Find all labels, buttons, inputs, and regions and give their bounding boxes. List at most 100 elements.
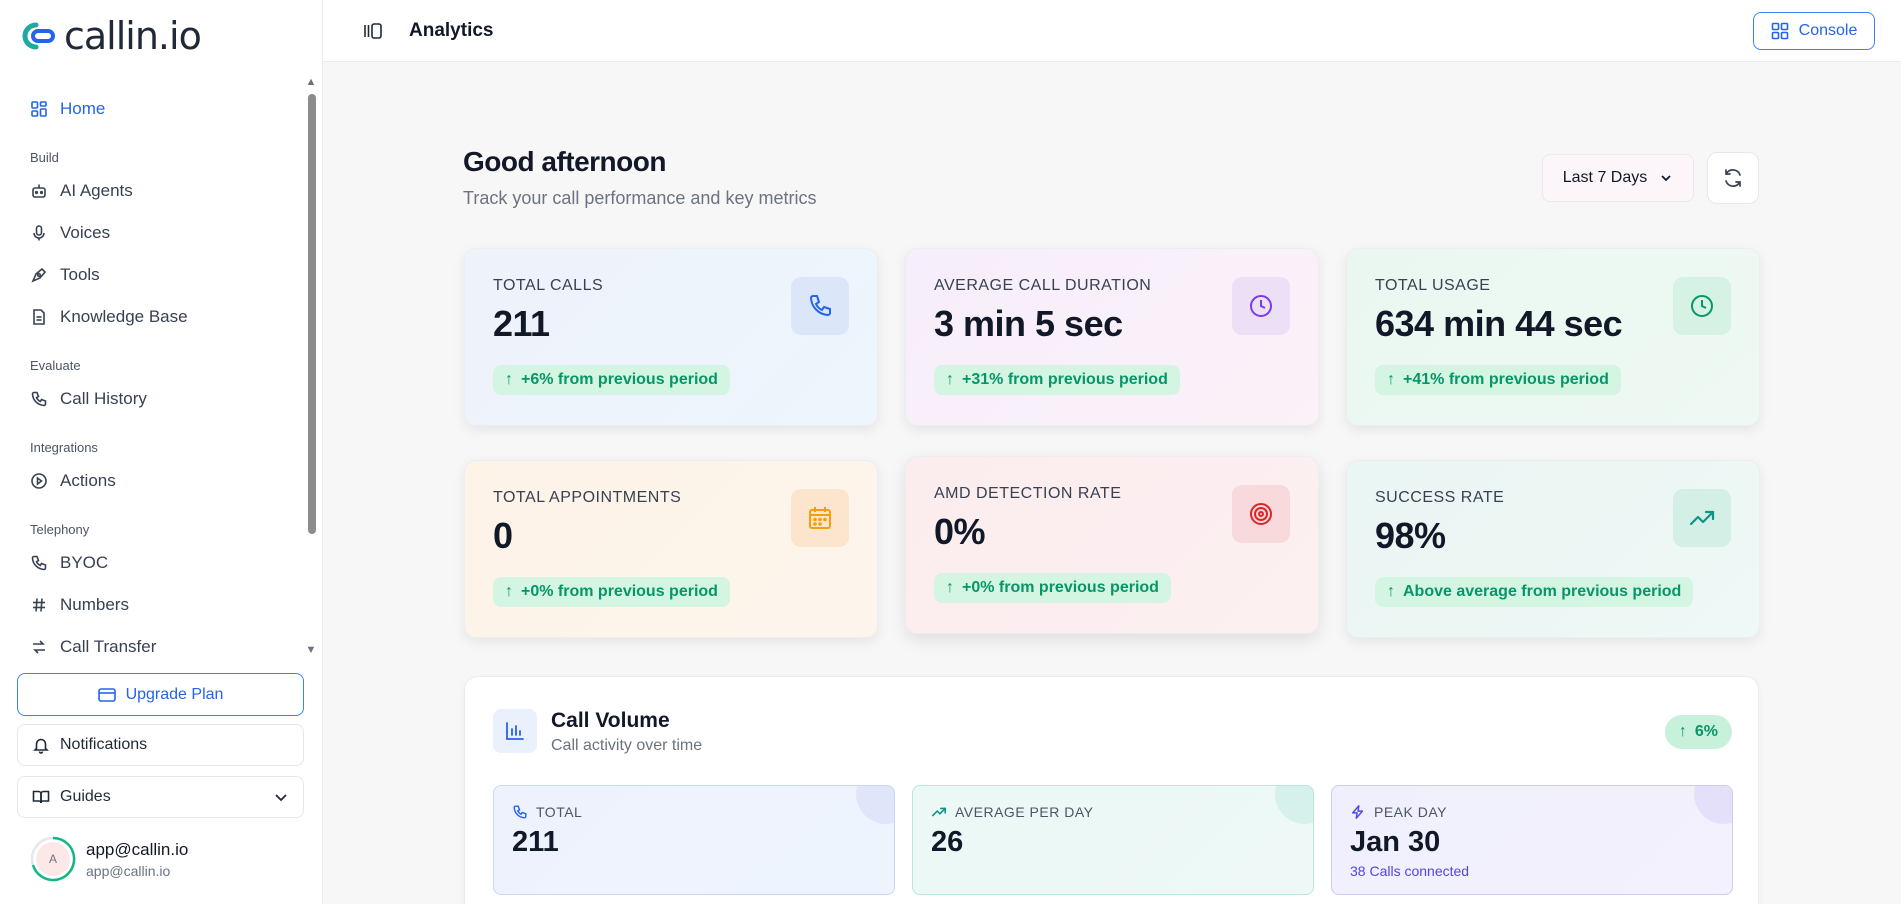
book-open-icon <box>32 790 50 804</box>
phone-icon <box>31 555 47 571</box>
sidebar-item-byoc[interactable]: BYOC <box>30 542 293 584</box>
scroll-thumb[interactable] <box>308 94 316 534</box>
sidebar-item-label: Voices <box>60 223 111 242</box>
sidebar-item-label: Call History <box>60 389 147 408</box>
document-icon <box>33 309 45 325</box>
section-build: Build <box>30 150 59 165</box>
sidebar-item-ai-agents[interactable]: AI Agents <box>30 170 293 212</box>
user-profile[interactable]: A app@callin.io app@callin.io <box>30 836 188 882</box>
chevron-down-icon <box>275 794 287 802</box>
trend-text: Above average from previous period <box>1403 583 1682 600</box>
card-value: 3 min 5 sec <box>934 303 1123 344</box>
bar-chart-icon <box>493 709 537 753</box>
arrow-up-icon: ↑ <box>1387 583 1395 600</box>
card-value: 98% <box>1375 515 1446 556</box>
stat-card-amd-detection: AMD DETECTION RATE 0% ↑ +0% from previou… <box>905 456 1319 634</box>
volume-stat-peak-day: PEAK DAY Jan 30 38 Calls connected <box>1331 785 1733 895</box>
avatar-initial: A <box>36 842 70 876</box>
sidebar-item-label: Call Transfer <box>60 637 157 656</box>
volume-stat-average: AVERAGE PER DAY 26 <box>912 785 1314 895</box>
trend-text: +41% from previous period <box>1403 371 1609 388</box>
bot-icon <box>32 184 46 198</box>
sidebar-item-voices[interactable]: Voices <box>30 212 293 254</box>
sidebar-item-numbers[interactable]: Numbers <box>30 584 293 626</box>
sidebar-item-tools[interactable]: Tools <box>30 254 293 296</box>
section-integrations: Integrations <box>30 440 98 455</box>
call-volume-panel: Call Volume Call activity over time ↑ 6%… <box>464 676 1759 904</box>
trending-up-icon <box>1673 489 1731 547</box>
section-evaluate: Evaluate <box>30 358 81 373</box>
greeting-heading: Good afternoon <box>463 146 666 177</box>
refresh-button[interactable] <box>1707 152 1759 204</box>
card-label: AMD DETECTION RATE <box>934 485 1122 502</box>
sidebar-item-actions[interactable]: Actions <box>30 460 293 502</box>
user-name: app@callin.io <box>86 839 189 859</box>
play-circle-icon <box>31 473 47 489</box>
console-button[interactable]: Console <box>1753 12 1875 50</box>
card-label: TOTAL USAGE <box>1375 277 1491 294</box>
trend-badge: ↑ +41% from previous period <box>1375 365 1621 395</box>
clock-icon <box>1232 277 1290 335</box>
sidebar-scrollbar[interactable]: ▲ ▼ <box>305 76 317 656</box>
sidebar-item-label: BYOC <box>60 553 109 572</box>
target-icon <box>1232 485 1290 543</box>
card-label: SUCCESS RATE <box>1375 489 1505 506</box>
card-value: 0% <box>934 511 986 552</box>
sidebar-toggle-icon[interactable] <box>363 22 383 40</box>
page-title: Analytics <box>409 20 494 41</box>
date-range-value: Last 7 Days <box>1562 169 1648 186</box>
upgrade-plan-button[interactable]: Upgrade Plan <box>17 673 304 716</box>
volume-stat-total: TOTAL 211 <box>493 785 895 895</box>
brand-name: callin.io <box>64 14 202 58</box>
brand-logo[interactable]: callin.io <box>22 14 202 58</box>
notifications-button[interactable]: Notifications <box>17 724 304 766</box>
guides-label: Guides <box>60 788 111 805</box>
console-label: Console <box>1798 22 1858 39</box>
topbar: Analytics Console <box>323 0 1901 62</box>
card-value: 0 <box>493 515 513 556</box>
notifications-label: Notifications <box>60 736 148 753</box>
dashboard-icon <box>31 101 47 117</box>
sidebar-item-label: Tools <box>60 265 100 284</box>
stat-card-success-rate: SUCCESS RATE 98% ↑ Above average from pr… <box>1346 460 1760 638</box>
refresh-icon <box>1725 169 1741 187</box>
avatar[interactable]: A <box>30 836 76 882</box>
user-email: app@callin.io <box>86 862 171 879</box>
sidebar-item-home[interactable]: Home <box>30 88 293 130</box>
mini-value: 211 <box>512 826 559 858</box>
sidebar-item-call-history[interactable]: Call History <box>30 378 293 420</box>
card-label: TOTAL APPOINTMENTS <box>493 489 682 506</box>
sidebar-item-label: Knowledge Base <box>60 307 188 326</box>
mini-label-text: TOTAL <box>536 804 583 820</box>
card-value: 211 <box>493 303 550 344</box>
scroll-up-icon[interactable]: ▲ <box>305 76 317 88</box>
arrow-up-icon: ↑ <box>505 371 513 388</box>
trend-badge: ↑ +0% from previous period <box>934 573 1171 603</box>
sidebar-item-call-transfer[interactable]: Call Transfer <box>30 626 293 658</box>
mini-value: 26 <box>931 826 964 858</box>
stat-card-total-calls: TOTAL CALLS 211 ↑ +6% from previous peri… <box>464 248 878 426</box>
trending-up-icon <box>931 807 947 817</box>
upgrade-plan-label: Upgrade Plan <box>125 685 224 703</box>
guides-dropdown[interactable]: Guides <box>17 776 304 818</box>
trend-text: 6% <box>1694 723 1718 740</box>
arrow-up-icon: ↑ <box>1387 371 1395 388</box>
grid-icon <box>1771 22 1788 40</box>
sidebar-nav[interactable]: Home Build AI Agents Voices Tools Knowle… <box>0 72 323 658</box>
mini-label: PEAK DAY <box>1350 804 1714 820</box>
card-label: TOTAL CALLS <box>493 277 604 294</box>
date-range-select[interactable]: Last 7 Days <box>1542 154 1694 202</box>
scroll-down-icon[interactable]: ▼ <box>305 644 317 656</box>
clock-icon <box>1673 277 1731 335</box>
trend-text: +0% from previous period <box>521 583 718 600</box>
call-volume-title: Call Volume <box>551 709 670 732</box>
lightning-icon <box>1351 805 1364 819</box>
avatar-ring-icon <box>30 836 76 882</box>
trend-badge: ↑ +31% from previous period <box>934 365 1180 395</box>
phone-call-icon <box>31 391 47 407</box>
logo-icon <box>22 22 55 50</box>
mini-label: TOTAL <box>512 804 876 820</box>
bell-icon <box>33 738 49 754</box>
call-volume-trend-badge: ↑ 6% <box>1664 715 1732 749</box>
sidebar-item-knowledge-base[interactable]: Knowledge Base <box>30 296 293 338</box>
